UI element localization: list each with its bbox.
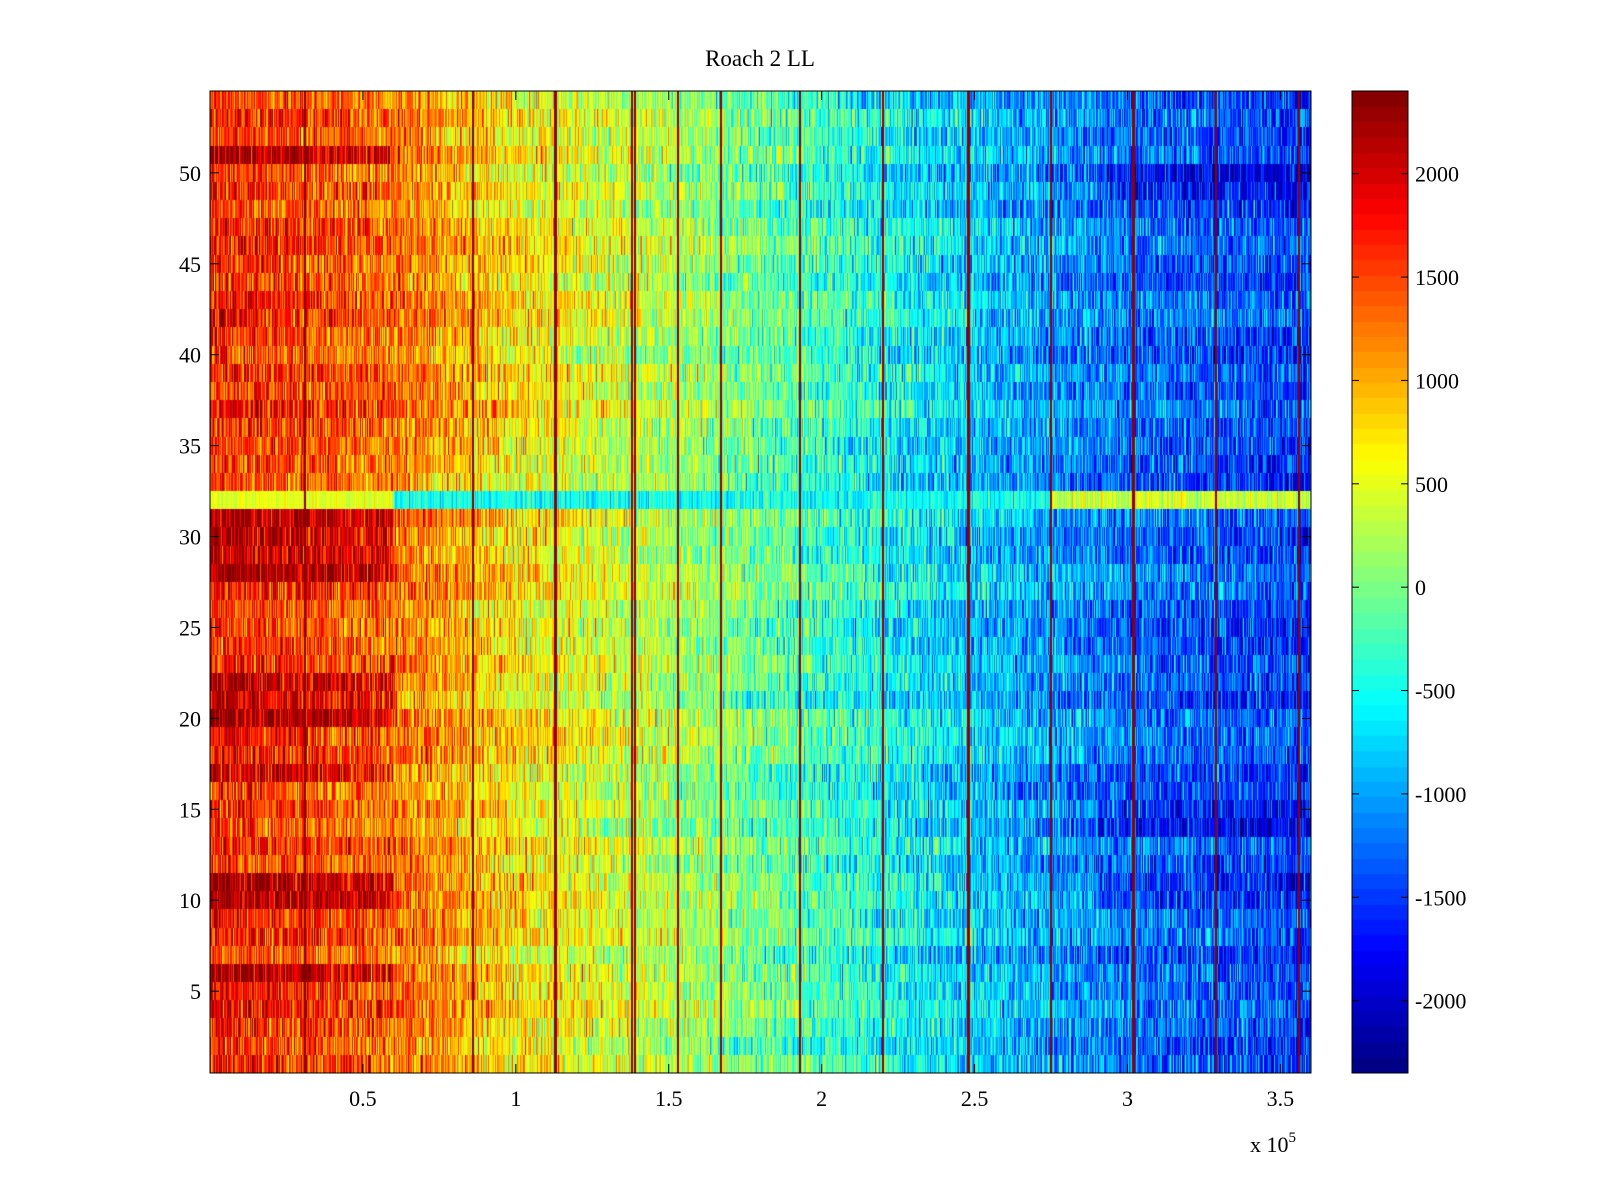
colorbar-tick-label: 500 — [1415, 472, 1448, 497]
colorbar-tick-label: 0 — [1415, 575, 1426, 600]
colorbar-frame — [1351, 90, 1409, 1074]
x-multiplier-label: x 105 — [1250, 1130, 1296, 1157]
colorbar-tick-label: -1000 — [1415, 782, 1466, 807]
y-axis-ticks: 5 10 15 20 25 30 35 40 45 50 — [179, 161, 1311, 1004]
x-tick-label: 0.5 — [349, 1086, 377, 1111]
colorbar-tick-label: -2000 — [1415, 989, 1466, 1014]
colorbar-ticks: 2000 1500 1000 500 0 -500 -1000 -1500 -2000 — [1352, 162, 1466, 1014]
heatmap-image — [210, 91, 1311, 1073]
x-tick-label: 3 — [1122, 1086, 1133, 1111]
y-tick-label: 10 — [179, 888, 201, 913]
y-tick-label: 20 — [179, 706, 201, 731]
chart-title: Roach 2 LL — [705, 46, 815, 71]
y-tick-label: 50 — [179, 161, 201, 186]
x-tick-label: 1 — [510, 1086, 521, 1111]
y-tick-label: 35 — [179, 434, 201, 459]
y-tick-label: 45 — [179, 252, 201, 277]
y-tick-label: 40 — [179, 343, 201, 368]
x-tick-label: 2 — [816, 1086, 827, 1111]
colorbar-image — [1352, 91, 1408, 1073]
y-tick-label: 15 — [179, 797, 201, 822]
y-tick-label: 5 — [190, 979, 201, 1004]
x-tick-label: 1.5 — [655, 1086, 683, 1111]
x-axis-ticks: 0.5 1 1.5 2 2.5 3 3.5 — [349, 91, 1294, 1111]
x-tick-label: 2.5 — [961, 1086, 989, 1111]
y-tick-label: 25 — [179, 615, 201, 640]
colorbar-tick-label: 1000 — [1415, 368, 1459, 393]
colorbar-tick-label: 2000 — [1415, 162, 1459, 187]
colorbar-tick-label: -500 — [1415, 679, 1455, 704]
x-tick-label: 3.5 — [1267, 1086, 1295, 1111]
colorbar-tick-label: 1500 — [1415, 265, 1459, 290]
x-multiplier-exponent: 5 — [1289, 1130, 1297, 1146]
plot-frame — [209, 90, 1312, 1074]
y-tick-label: 30 — [179, 525, 201, 550]
colorbar-tick-label: -1500 — [1415, 885, 1466, 910]
